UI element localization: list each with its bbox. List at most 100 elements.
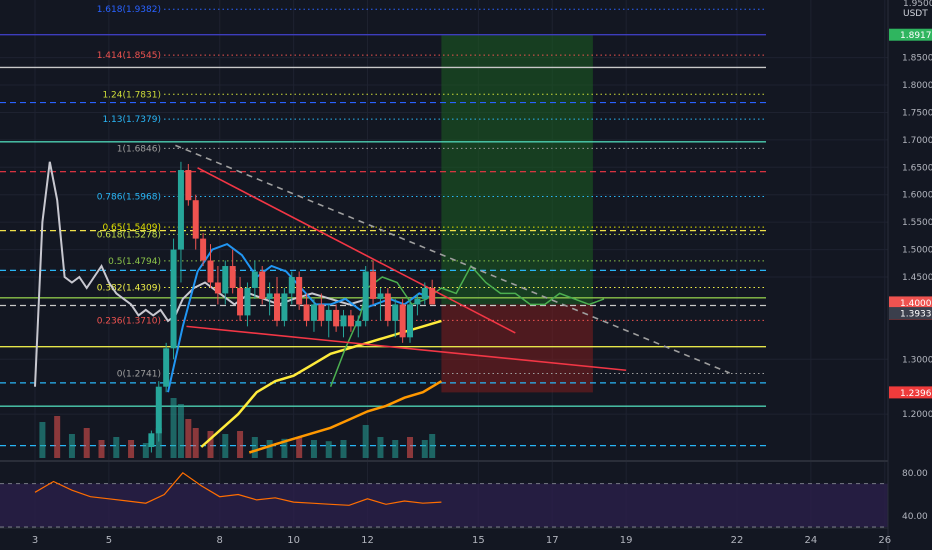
time-tick-label: 24 — [805, 535, 818, 546]
volume-bar — [340, 440, 347, 458]
fib-level-label: 0(1.2741) — [117, 369, 161, 379]
candle-body — [237, 287, 244, 316]
candle-body — [303, 304, 310, 321]
fib-level-label: 1.414(1.8545) — [97, 51, 161, 61]
candle-body — [185, 170, 192, 201]
candle-body — [325, 309, 332, 321]
price-tick-label: 1.7000 — [902, 136, 932, 146]
trendline[interactable] — [186, 325, 627, 372]
candle-body — [155, 386, 162, 434]
time-tick-label: 19 — [620, 535, 633, 546]
price-badge-bg — [889, 296, 932, 309]
price-tick-label: 1.2000 — [902, 410, 932, 420]
volume-bar — [207, 431, 214, 458]
volume-bar — [251, 437, 258, 458]
candle-body — [200, 238, 207, 261]
price-axis[interactable]: 1.9500 USDT 1.8500 1.8000 1.7500 1.7000 1.65… — [887, 0, 932, 550]
volume-bar — [237, 431, 244, 458]
price-tick-label: 1.7500 — [902, 108, 932, 118]
candle-body — [244, 287, 251, 316]
trendline[interactable] — [197, 167, 516, 334]
volume-bar — [155, 428, 162, 458]
time-tick-label: 22 — [731, 535, 744, 546]
price-tick-label: 1.3000 — [902, 355, 932, 365]
time-tick-label: 5 — [106, 535, 112, 546]
long-position-tool[interactable] — [441, 34, 593, 393]
fib-level-label: 1(1.6846) — [117, 144, 161, 154]
time-tick-label: 15 — [472, 535, 485, 546]
fib-level-label: 0.236(1.3710) — [97, 316, 161, 326]
candle-body — [214, 282, 221, 294]
fibonacci-extension[interactable]: 1.618(1.9382) 1.414(1.8545) 1.24(1.7831) 1.… — [97, 5, 766, 379]
candle-body — [177, 170, 184, 250]
volume-bar — [128, 440, 135, 458]
volume-bar — [192, 428, 199, 458]
volume-bar — [296, 437, 303, 458]
rsi-tick-label: 40.00 — [902, 512, 928, 522]
volume-bar — [68, 434, 75, 458]
candle-body — [281, 293, 288, 321]
volume-bar — [222, 434, 229, 458]
candle-body — [288, 276, 295, 294]
indicator-line — [248, 380, 443, 454]
time-tick-label: 26 — [878, 535, 891, 546]
candle-body — [310, 304, 317, 321]
time-tick-label: 12 — [361, 535, 374, 546]
price-badge: 1.4000 — [900, 299, 932, 309]
price-axis-background — [888, 0, 932, 550]
volume-bars — [39, 398, 436, 458]
fib-level-label: 0.382(1.4309) — [97, 283, 161, 293]
price-tick-label: 1.6500 — [902, 163, 932, 173]
horizontal-lines[interactable] — [0, 34, 766, 447]
candle-body — [318, 304, 325, 321]
time-tick-label: 17 — [546, 535, 559, 546]
candle-body — [340, 315, 347, 327]
candle-body — [229, 266, 236, 288]
volume-bar — [98, 440, 105, 458]
candle-body — [370, 271, 377, 299]
price-badge: 1.2396 — [900, 389, 932, 399]
fib-level-label: 1.618(1.9382) — [97, 5, 161, 15]
fib-level-label: 1.24(1.7831) — [102, 90, 161, 100]
candlesticks — [148, 161, 436, 453]
price-tick-label: 1.8500 — [902, 54, 932, 64]
trendlines[interactable] — [175, 144, 730, 374]
fib-level-label: 0.5(1.4794) — [108, 257, 161, 267]
price-tick-label: 1.5500 — [902, 218, 932, 228]
candle-body — [392, 304, 399, 321]
rsi-tick-label: 80.00 — [902, 469, 928, 479]
volume-bar — [142, 443, 149, 458]
position-profit-zone[interactable] — [441, 34, 593, 305]
volume-bar — [177, 404, 184, 458]
trendline[interactable] — [175, 144, 730, 374]
time-tick-label: 10 — [287, 535, 300, 546]
price-tick-label: 1.8000 — [902, 81, 932, 91]
candle-body — [399, 304, 406, 338]
price-badge-bg — [889, 28, 932, 41]
candle-body — [362, 271, 369, 321]
volume-bar — [54, 416, 61, 458]
volume-bar — [377, 437, 384, 458]
rsi-pane — [0, 460, 888, 528]
price-tick-label: 1.4500 — [902, 273, 932, 283]
candle-body — [259, 271, 266, 299]
fib-level-label: 0.618(1.5278) — [97, 230, 161, 240]
volume-bar — [325, 441, 332, 458]
volume-bar — [421, 440, 428, 458]
volume-bar — [362, 425, 369, 458]
volume-bar — [113, 437, 120, 458]
volume-bar — [310, 440, 317, 458]
price-axis-unit: USDT — [903, 9, 928, 19]
candle-body — [222, 266, 229, 294]
time-axis[interactable]: 3 5 8 10 12 15 17 19 22 24 26 — [0, 527, 891, 546]
candle-body — [251, 271, 258, 288]
candle-body — [421, 287, 428, 299]
price-badge-bg — [889, 307, 932, 320]
candle-body — [429, 287, 436, 305]
price-axis-top-label: 1.9500 — [903, 0, 932, 9]
candle-body — [296, 276, 303, 305]
candle-body — [163, 348, 170, 387]
position-loss-zone[interactable] — [441, 304, 593, 393]
